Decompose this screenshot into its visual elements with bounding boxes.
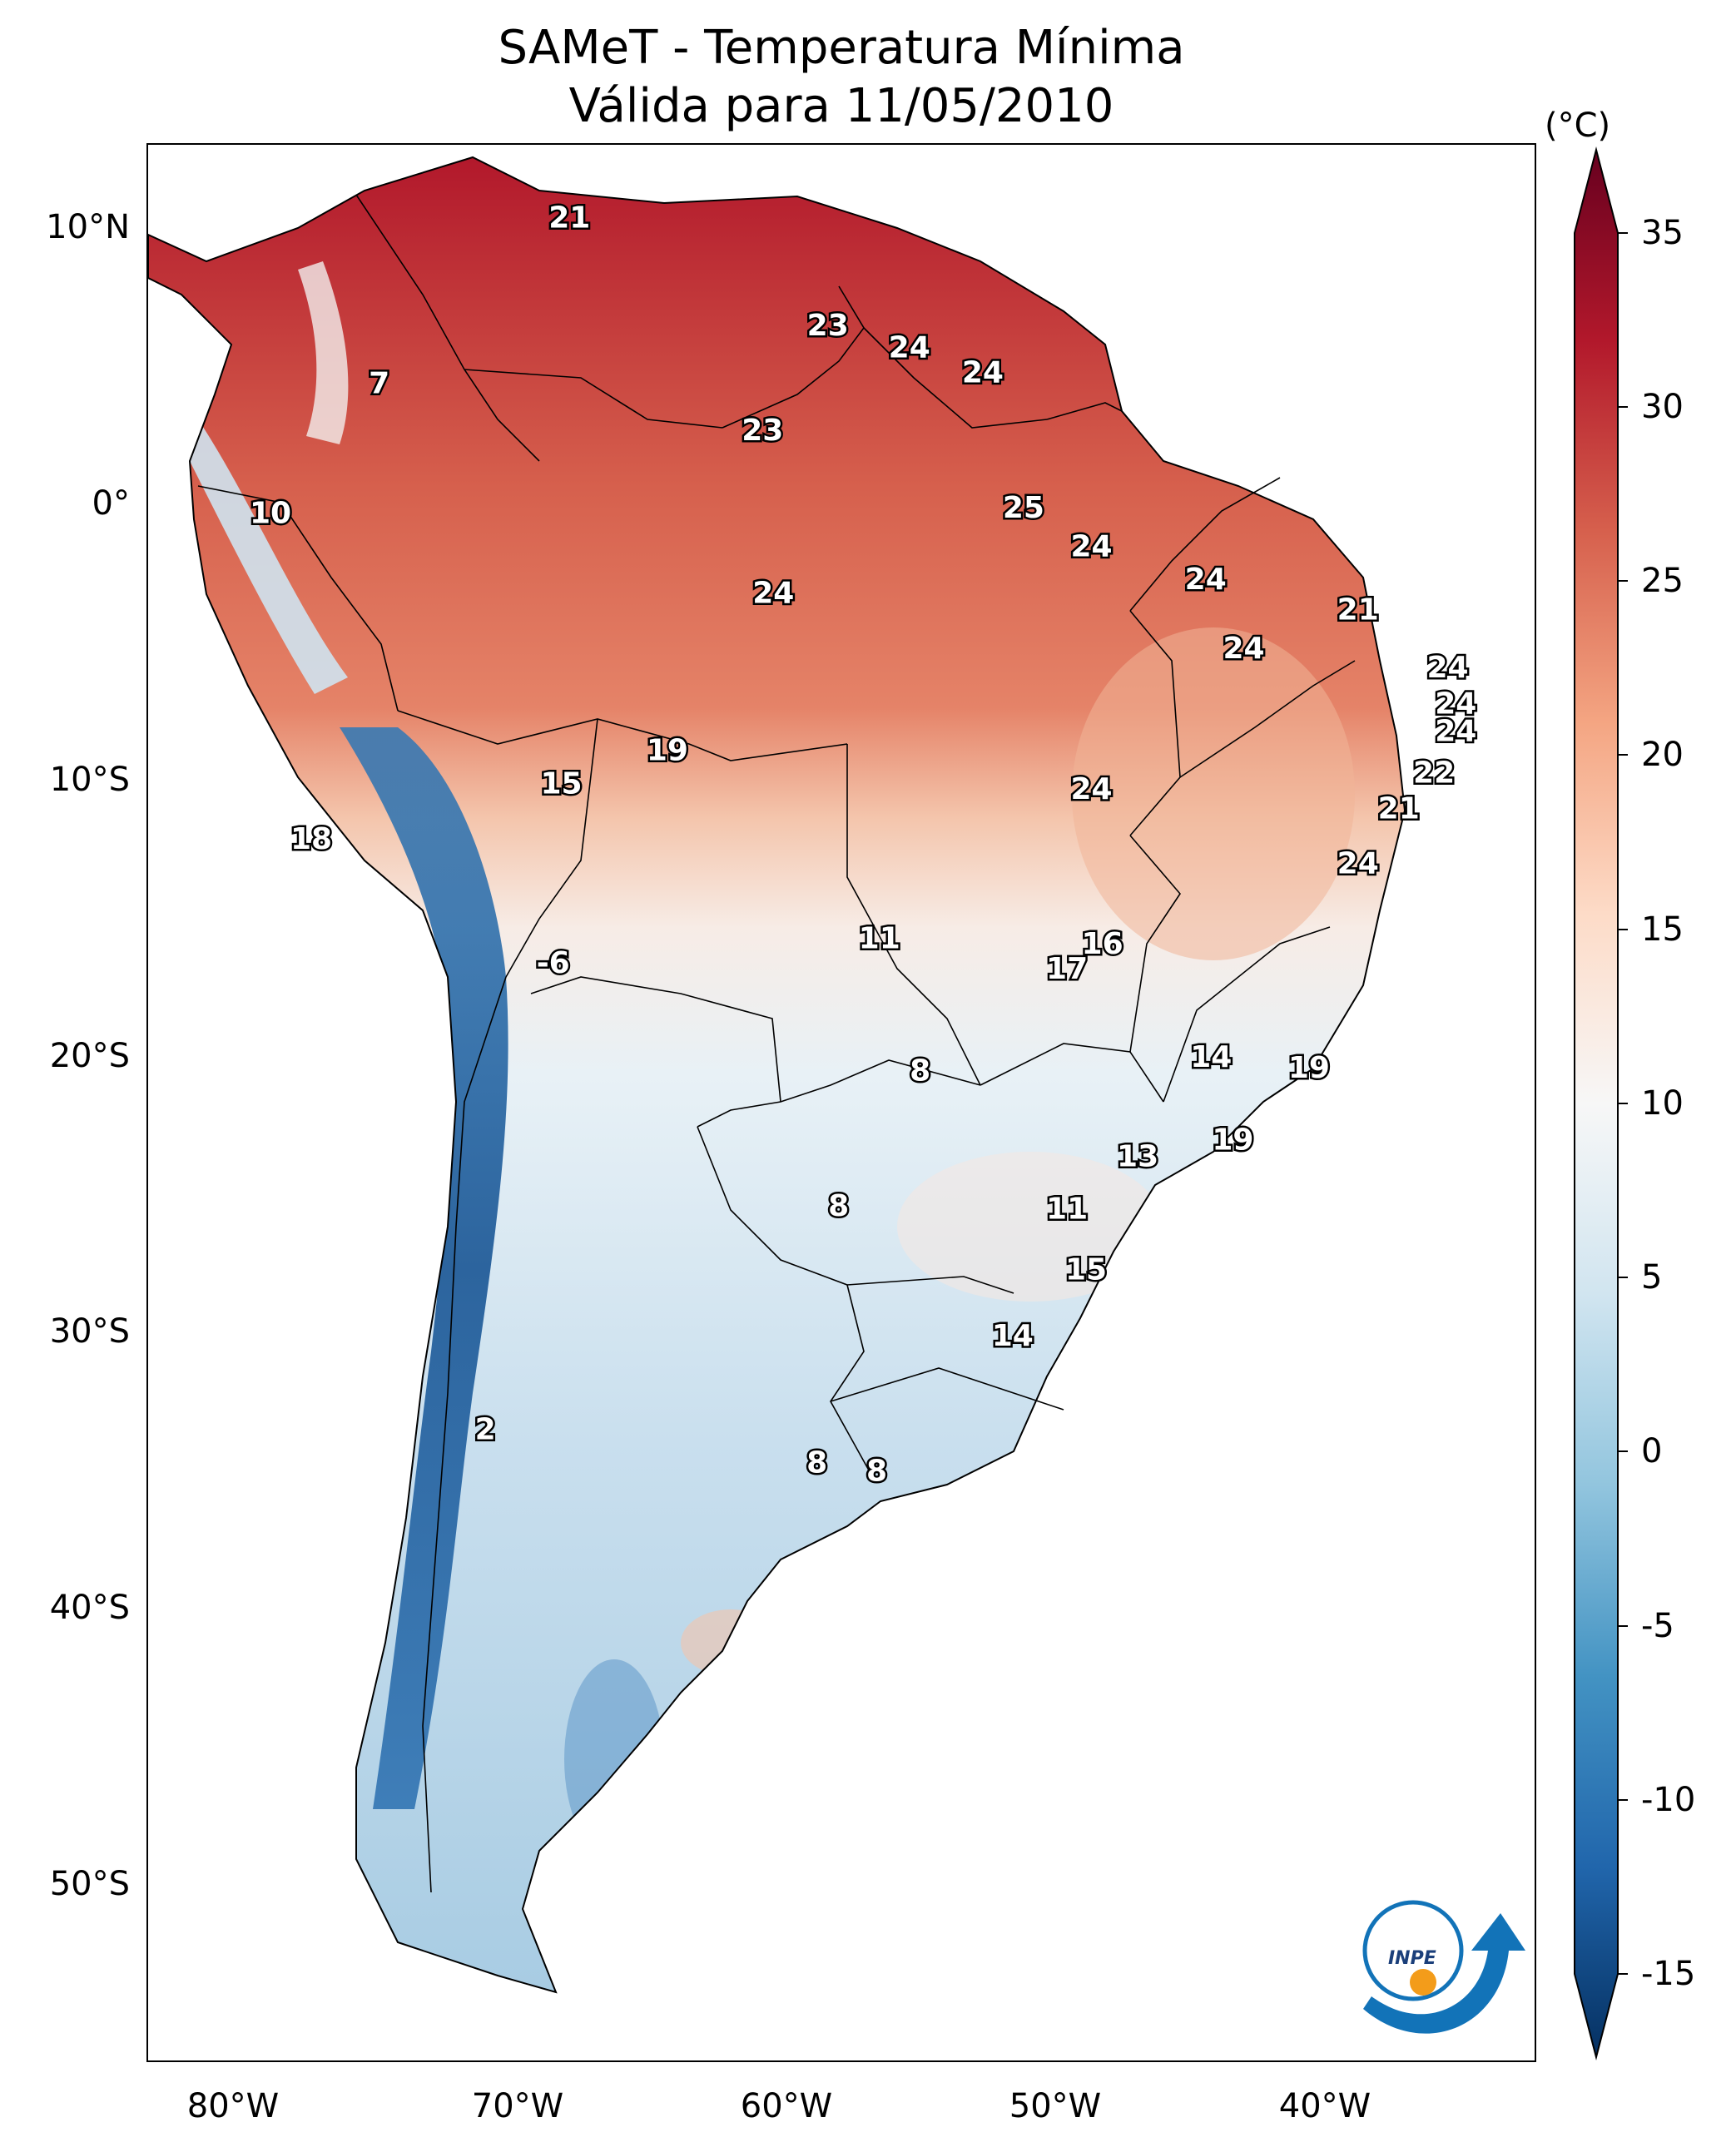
map-title: SAMeT - Temperatura Mínima [498, 21, 1185, 75]
lat-label-10s: 10°S [49, 761, 130, 799]
map-subtitle: Válida para 11/05/2010 [568, 79, 1114, 133]
temperature-label: 24 [752, 577, 794, 611]
temperature-label: 25 [1003, 491, 1044, 525]
temperature-label: 21 [1378, 791, 1420, 826]
temperature-label: 14 [1190, 1040, 1232, 1074]
temperature-label: 23 [807, 309, 849, 343]
temperature-label: 7 [369, 367, 389, 401]
colorbar-gradient [1574, 146, 1619, 2060]
colorbar-tick-minus15: -15 [1641, 1955, 1696, 1993]
logo-arrow [1363, 1913, 1525, 2034]
temperature-label: 11 [1046, 1192, 1088, 1226]
colorbar-tick-5: 5 [1641, 1258, 1663, 1297]
continent-land [148, 157, 1405, 1992]
temperature-label: 11 [859, 921, 900, 955]
lat-label-30s: 30°S [49, 1312, 130, 1351]
colorbar-tick-minus10: -10 [1641, 1781, 1696, 1819]
temperature-label: 24 [1070, 529, 1112, 563]
temperature-label: 19 [647, 734, 688, 768]
temperature-label: 2 [475, 1413, 496, 1447]
inpe-logo: INPE [1362, 1900, 1525, 2034]
temperature-label: 24 [1185, 563, 1227, 597]
lat-label-50s: 50°S [49, 1865, 130, 1903]
temperature-label: 24 [1337, 847, 1379, 881]
temperature-label: 14 [992, 1319, 1034, 1353]
temperature-label: 8 [828, 1189, 849, 1223]
country-borders [197, 194, 1356, 1893]
lat-label-0: 0° [92, 484, 130, 523]
temperature-label: 24 [1070, 772, 1112, 806]
temperature-label: 15 [540, 767, 582, 801]
temperature-label: 24 [1435, 715, 1476, 749]
lat-label-40s: 40°S [49, 1589, 130, 1627]
temperature-label: 24 [1426, 651, 1468, 685]
colorbar-tick-0: 0 [1641, 1432, 1663, 1470]
temperature-label: 8 [866, 1455, 887, 1489]
temperature-label: 21 [548, 201, 590, 236]
colorbar-ticks [1618, 232, 1628, 1975]
logo-ring [1362, 1900, 1464, 2001]
lat-label-10n: 10°N [46, 208, 130, 246]
temperature-label: 15 [1065, 1252, 1107, 1287]
colorbar-tick-30: 30 [1641, 388, 1684, 426]
colorbar-unit: (°C) [1545, 107, 1611, 145]
temperature-label: 10 [250, 497, 291, 531]
colorbar-tick-35: 35 [1641, 214, 1684, 252]
coastline [147, 156, 1406, 1994]
logo-text: INPE [1388, 1948, 1436, 1969]
temperature-label: 18 [290, 822, 332, 856]
temperature-label: 8 [910, 1054, 930, 1088]
temperature-label: 24 [1223, 632, 1264, 666]
lon-label-70w: 70°W [471, 2087, 564, 2125]
logo-sun [1410, 1969, 1436, 1996]
temperature-label: 8 [806, 1446, 827, 1480]
temperature-field [181, 261, 1355, 1859]
temperature-label: 21 [1337, 593, 1379, 627]
temperature-label: -6 [537, 946, 570, 980]
lon-label-50w: 50°W [1009, 2087, 1102, 2125]
colorbar [1574, 146, 1628, 2060]
temperature-label: 17 [1046, 952, 1088, 986]
temperature-label: 13 [1117, 1139, 1158, 1173]
temperature-label: 19 [1212, 1123, 1253, 1157]
temperature-label: 24 [889, 331, 930, 365]
lon-label-80w: 80°W [186, 2087, 280, 2125]
colorbar-tick-20: 20 [1641, 736, 1684, 774]
lon-label-60w: 60°W [740, 2087, 833, 2125]
temperature-label: 24 [1435, 687, 1476, 721]
colorbar-tick-10: 10 [1641, 1084, 1684, 1123]
temperature-label: 24 [962, 355, 1004, 389]
temperature-label: 22 [1413, 756, 1455, 790]
colorbar-tick-minus5: -5 [1641, 1607, 1674, 1645]
colorbar-tick-25: 25 [1641, 562, 1684, 600]
colorbar-tick-15: 15 [1641, 910, 1684, 949]
lon-label-40w: 40°W [1278, 2087, 1371, 2125]
temperature-label: 16 [1082, 927, 1123, 961]
lat-label-20s: 20°S [49, 1037, 130, 1075]
temperature-label: 23 [742, 414, 783, 448]
temperature-label: 19 [1288, 1051, 1330, 1085]
map-frame: 21 7 23 24 24 23 10 25 24 24 24 21 24 24 24 24 19 22 15 24 2… [136, 143, 1536, 2062]
